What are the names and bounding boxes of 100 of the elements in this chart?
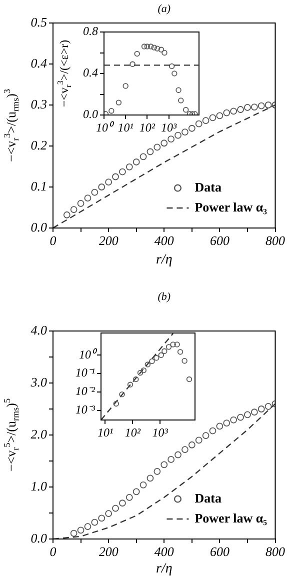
legend-label: Data [194, 179, 222, 194]
chart-title: (b) [158, 290, 171, 303]
x-tick-label: 600 [210, 233, 230, 248]
y-tick-label: 0.0 [30, 219, 48, 234]
point [154, 355, 160, 361]
point [63, 211, 70, 218]
point [177, 349, 184, 355]
y-axis-title: −<vr5>/(urms)5 [2, 398, 20, 472]
point [188, 124, 196, 132]
point [119, 500, 126, 507]
point [112, 504, 119, 512]
point [223, 109, 230, 116]
point [84, 523, 92, 530]
point [162, 348, 168, 354]
x-tick-label: 600 [210, 544, 230, 560]
point [264, 102, 272, 108]
y-tick-label: 10⁻¹ [75, 366, 96, 380]
point [158, 352, 164, 358]
point [132, 158, 140, 166]
x-tick-label: 10¹ [97, 425, 114, 440]
point [223, 420, 230, 426]
point [133, 376, 139, 382]
y-axis-title: −<vr3>/(<ε>r) [56, 40, 73, 108]
y-tick-label: 0.0 [30, 530, 48, 546]
point [209, 427, 216, 434]
point [132, 488, 140, 496]
y-tick-label: 4.0 [30, 322, 48, 338]
x-tick-label: 0 [50, 233, 57, 248]
point [154, 468, 161, 475]
point [146, 148, 154, 156]
x-tick-label: 400 [154, 233, 174, 248]
x-tick-label: 10¹ [118, 120, 134, 134]
x-tick-label: 10⁰ [96, 120, 115, 134]
legend-label: Power law α₅ [194, 510, 268, 526]
x-tick-label: 800 [266, 233, 286, 248]
point [230, 108, 238, 115]
x-tick-label: 10³ [152, 425, 168, 440]
y-axis-title: −<vr3>/(urms)3 [2, 88, 20, 162]
point [258, 406, 265, 412]
y-tick-label: 0.4 [83, 66, 98, 80]
y-tick-label: 0.5 [30, 14, 48, 30]
point [174, 342, 180, 348]
point [264, 402, 272, 410]
point [70, 206, 78, 213]
point [119, 168, 126, 176]
legend-label: Data [194, 490, 222, 506]
point [140, 481, 147, 488]
point [186, 376, 192, 382]
y-tick-label: 0.2 [30, 137, 48, 152]
point [244, 104, 251, 111]
point [209, 114, 216, 122]
point [98, 184, 106, 190]
point [258, 102, 265, 110]
point [168, 456, 175, 463]
point [84, 194, 92, 202]
point [160, 461, 168, 468]
x-axis-title: r/η [156, 561, 172, 576]
x-tick-label: 400 [154, 544, 174, 560]
point [91, 188, 98, 196]
legend-label: Power law α₃ [194, 199, 268, 214]
y-tick-label: 0.0 [83, 107, 98, 122]
y-tick-label: 10⁻³ [75, 402, 96, 417]
point [168, 136, 175, 142]
y-tick-label: 0.8 [83, 24, 98, 38]
chart-title: (a) [158, 2, 171, 15]
point [174, 132, 182, 139]
point [127, 382, 134, 388]
point [105, 178, 112, 186]
y-tick-label: 1.0 [30, 478, 48, 494]
point [126, 163, 133, 170]
point [105, 510, 112, 517]
y-tick-label: 3.0 [30, 374, 48, 390]
point [174, 451, 182, 458]
point [244, 411, 251, 418]
point [182, 446, 188, 454]
point [237, 106, 244, 113]
point [166, 344, 172, 350]
point [216, 112, 224, 120]
point [154, 144, 161, 151]
point [202, 432, 210, 439]
point [140, 153, 147, 160]
point [140, 367, 147, 374]
point [144, 362, 151, 368]
point [98, 514, 106, 522]
x-axis-title: r/η [156, 252, 172, 268]
x-tick-label: 200 [98, 544, 119, 560]
point [250, 104, 258, 110]
point [149, 358, 155, 364]
point [77, 526, 84, 534]
y-tick-label: 10⁻² [75, 384, 96, 398]
x-tick-label: 800 [266, 544, 286, 560]
point [195, 436, 202, 444]
point [137, 370, 144, 376]
point [216, 422, 224, 430]
point [160, 140, 168, 147]
y-tick-label: 0.1 [30, 178, 47, 194]
point [237, 414, 244, 421]
y-tick-label: 0.3 [30, 96, 48, 112]
point [182, 128, 188, 136]
point [77, 200, 84, 207]
